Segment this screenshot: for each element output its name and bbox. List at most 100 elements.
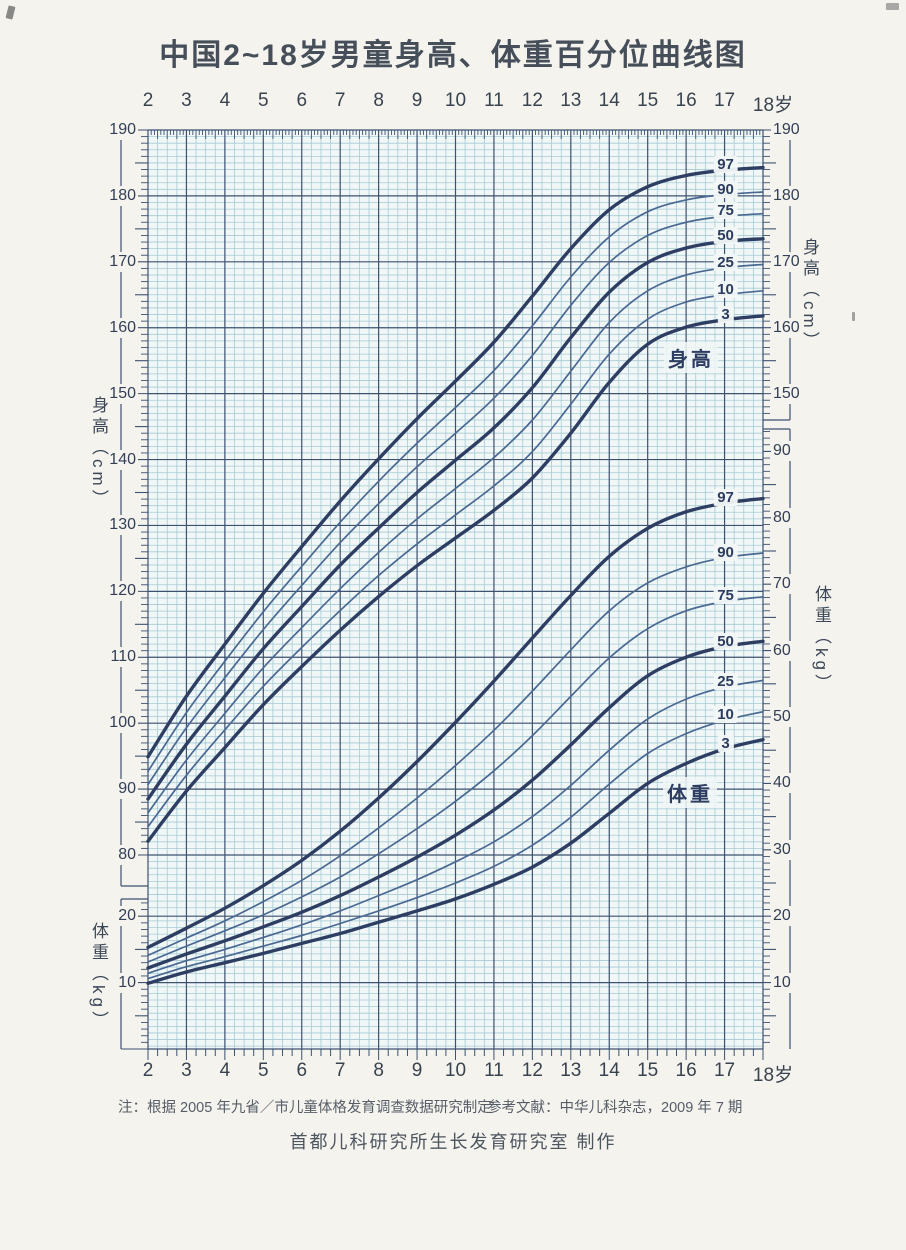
height-curve-p90 bbox=[147, 191, 764, 773]
height-percentile-label-3: 3 bbox=[717, 305, 734, 323]
right-height-tick-150: 150 bbox=[771, 383, 810, 404]
top-age-label-14: 14 bbox=[598, 90, 620, 111]
right-weight-tick-10: 10 bbox=[771, 972, 810, 993]
top-age-label-12: 12 bbox=[521, 90, 543, 111]
left-height-tick-90: 90 bbox=[99, 779, 138, 800]
bottom-age-label-17: 17 bbox=[713, 1060, 736, 1081]
bottom-age-label-4: 4 bbox=[219, 1060, 231, 1081]
weight-percentile-label-97: 97 bbox=[713, 489, 738, 507]
top-age-label-18岁: 18岁 bbox=[752, 95, 794, 116]
weight-curve-p50 bbox=[146, 639, 765, 970]
weight-percentile-label-25: 25 bbox=[713, 673, 738, 691]
top-age-label-6: 6 bbox=[296, 90, 308, 111]
left-height-tick-170: 170 bbox=[99, 251, 138, 272]
height-percentile-label-50: 50 bbox=[713, 227, 738, 245]
top-age-label-17: 17 bbox=[713, 90, 736, 111]
bottom-age-label-12: 12 bbox=[521, 1060, 543, 1081]
top-age-label-9: 9 bbox=[411, 90, 423, 111]
left-height-tick-130: 130 bbox=[99, 515, 138, 536]
height-curves-label: 身高 bbox=[664, 342, 718, 373]
height-curve-p3 bbox=[146, 314, 765, 843]
left-height-tick-190: 190 bbox=[99, 120, 138, 140]
right-weight-tick-70: 70 bbox=[771, 574, 810, 595]
scan-artifact bbox=[886, 3, 899, 10]
bottom-age-label-14: 14 bbox=[598, 1060, 620, 1081]
weight-percentile-label-50: 50 bbox=[713, 632, 738, 650]
top-age-label-10: 10 bbox=[444, 90, 467, 111]
left-height-tick-140: 140 bbox=[99, 449, 138, 470]
left-height-tick-120: 120 bbox=[99, 581, 138, 602]
right-height-tick-190: 190 bbox=[771, 120, 810, 140]
left-height-tick-80: 80 bbox=[99, 845, 138, 865]
right-weight-tick-20: 20 bbox=[771, 906, 810, 927]
right-weight-tick-90: 90 bbox=[771, 441, 810, 462]
right-weight-tick-60: 60 bbox=[771, 640, 810, 661]
height-percentile-label-25: 25 bbox=[713, 253, 738, 271]
left-height-axis-title: 身高（cm） bbox=[89, 396, 108, 511]
right-weight-tick-50: 50 bbox=[771, 707, 810, 727]
footnote-source: 注：根据 2005 年九省／市儿童体格发育调查数据研究制定 bbox=[118, 1100, 492, 1116]
weight-curve-p97 bbox=[146, 496, 765, 950]
footer-maker: 首都儿科研究所生长发育研究室 制作 bbox=[289, 1132, 617, 1152]
bottom-age-label-3: 3 bbox=[181, 1060, 192, 1081]
left-height-tick-110: 110 bbox=[99, 647, 138, 668]
right-weight-axis-title: 体重（kg） bbox=[812, 585, 831, 695]
footnote-reference: 参考文献：中华儿科杂志，2009 年 7 期 bbox=[487, 1100, 743, 1116]
right-height-tick-160: 160 bbox=[771, 317, 810, 338]
weight-curve-p90 bbox=[147, 552, 764, 957]
height-curve-p75 bbox=[147, 212, 764, 786]
bottom-age-label-5: 5 bbox=[258, 1060, 269, 1081]
height-curve-p97 bbox=[146, 165, 765, 759]
right-weight-tick-80: 80 bbox=[771, 507, 810, 528]
right-weight-tick-30: 30 bbox=[771, 839, 810, 860]
scan-artifact bbox=[852, 312, 855, 321]
right-height-tick-170: 170 bbox=[771, 251, 810, 272]
left-height-tick-100: 100 bbox=[99, 713, 138, 734]
left-height-tick-160: 160 bbox=[99, 317, 138, 338]
left-weight-tick-20: 20 bbox=[99, 906, 138, 927]
bottom-age-label-15: 15 bbox=[637, 1060, 659, 1081]
height-percentile-label-90: 90 bbox=[713, 180, 738, 198]
weight-percentile-label-75: 75 bbox=[713, 587, 738, 605]
height-curve-p10 bbox=[147, 289, 764, 828]
left-weight-tick-10: 10 bbox=[99, 972, 138, 993]
top-age-label-13: 13 bbox=[560, 90, 582, 111]
right-height-tick-180: 180 bbox=[771, 185, 810, 206]
bottom-age-label-10: 10 bbox=[444, 1060, 467, 1081]
weight-curve-p3 bbox=[146, 737, 765, 985]
bottom-age-label-9: 9 bbox=[411, 1060, 423, 1081]
top-age-label-3: 3 bbox=[181, 90, 192, 111]
top-age-label-11: 11 bbox=[484, 90, 504, 111]
weight-curve-p75 bbox=[147, 595, 764, 963]
top-age-label-2: 2 bbox=[142, 90, 154, 111]
height-curve-p50 bbox=[146, 237, 765, 801]
top-age-label-7: 7 bbox=[334, 90, 346, 111]
bottom-age-label-2: 2 bbox=[142, 1060, 154, 1081]
left-weight-axis-title: 体重（kg） bbox=[89, 922, 108, 1032]
weight-percentile-label-3: 3 bbox=[717, 734, 734, 752]
weight-curve-p10 bbox=[147, 710, 764, 980]
top-age-label-16: 16 bbox=[675, 90, 697, 111]
right-height-axis-title: 身高（cm） bbox=[800, 238, 819, 353]
weight-percentile-label-90: 90 bbox=[713, 543, 738, 561]
top-age-label-5: 5 bbox=[258, 90, 269, 111]
page-title: 中国2~18岁男童身高、体重百分位曲线图 bbox=[159, 39, 747, 72]
height-percentile-label-97: 97 bbox=[713, 156, 738, 174]
bottom-age-label-11: 11 bbox=[484, 1060, 504, 1081]
top-age-label-15: 15 bbox=[637, 90, 659, 111]
bottom-age-label-6: 6 bbox=[296, 1060, 308, 1081]
top-age-label-8: 8 bbox=[373, 90, 384, 111]
left-height-tick-180: 180 bbox=[99, 185, 138, 206]
height-percentile-label-10: 10 bbox=[713, 280, 738, 298]
bottom-age-label-18岁: 18岁 bbox=[752, 1065, 794, 1086]
top-age-label-4: 4 bbox=[219, 90, 231, 111]
left-height-tick-150: 150 bbox=[99, 383, 138, 404]
bottom-age-label-16: 16 bbox=[675, 1060, 697, 1081]
right-weight-tick-40: 40 bbox=[771, 773, 810, 794]
weight-curves-label: 体重 bbox=[663, 777, 717, 808]
height-curve-p25 bbox=[147, 263, 764, 814]
bottom-age-label-13: 13 bbox=[560, 1060, 582, 1081]
height-percentile-label-75: 75 bbox=[713, 202, 738, 220]
